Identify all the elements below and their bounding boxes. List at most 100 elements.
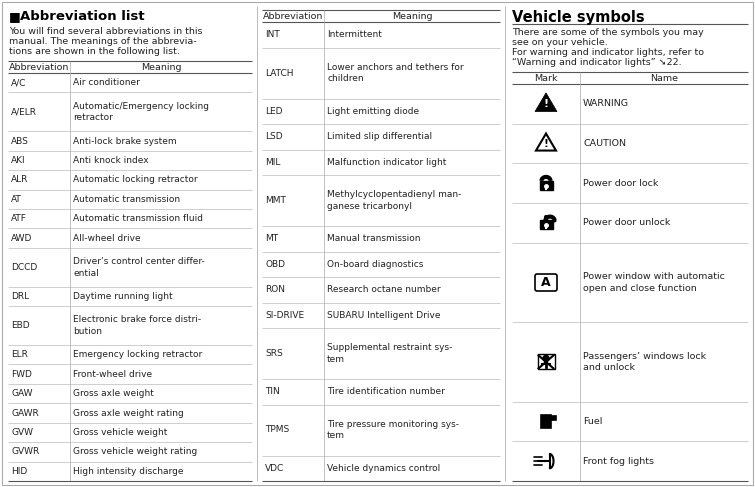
Text: Gross axle weight rating: Gross axle weight rating xyxy=(73,409,183,417)
Text: Automatic transmission: Automatic transmission xyxy=(73,195,180,204)
Text: GVWR: GVWR xyxy=(11,448,39,456)
Text: Mark: Mark xyxy=(535,74,558,83)
Text: AT: AT xyxy=(11,195,22,204)
Text: LATCH: LATCH xyxy=(265,69,294,77)
Text: Power door lock: Power door lock xyxy=(583,179,658,188)
Text: Meaning: Meaning xyxy=(140,63,181,72)
Text: Abbreviation: Abbreviation xyxy=(263,12,323,21)
Text: A/ELR: A/ELR xyxy=(11,107,37,116)
Text: High intensity discharge: High intensity discharge xyxy=(73,467,183,476)
Text: LSD: LSD xyxy=(265,132,282,141)
FancyBboxPatch shape xyxy=(540,221,553,229)
Text: SI-DRIVE: SI-DRIVE xyxy=(265,311,304,320)
Text: A: A xyxy=(541,276,551,289)
Text: DCCD: DCCD xyxy=(11,263,37,272)
Text: Automatic locking retractor: Automatic locking retractor xyxy=(73,175,198,185)
Text: For warning and indicator lights, refer to: For warning and indicator lights, refer … xyxy=(512,48,704,57)
Text: SRS: SRS xyxy=(265,349,283,358)
Text: GAW: GAW xyxy=(11,389,32,398)
Text: Electronic brake force distri-
bution: Electronic brake force distri- bution xyxy=(73,316,201,336)
Text: LED: LED xyxy=(265,107,282,116)
Text: WARNING: WARNING xyxy=(583,99,629,108)
Text: Tire pressure monitoring sys-
tem: Tire pressure monitoring sys- tem xyxy=(327,420,459,440)
Text: You will find several abbreviations in this: You will find several abbreviations in t… xyxy=(9,27,202,36)
Circle shape xyxy=(543,356,549,361)
Text: On-board diagnostics: On-board diagnostics xyxy=(327,260,424,269)
Text: Emergency locking retractor: Emergency locking retractor xyxy=(73,350,202,359)
Text: Methylcyclopentadienyl man-
ganese tricarbonyl: Methylcyclopentadienyl man- ganese trica… xyxy=(327,190,461,211)
Text: Name: Name xyxy=(650,74,678,83)
FancyBboxPatch shape xyxy=(551,416,556,420)
Text: Supplemental restraint sys-
tem: Supplemental restraint sys- tem xyxy=(327,343,452,364)
Text: Power door unlock: Power door unlock xyxy=(583,219,670,227)
Text: A/C: A/C xyxy=(11,78,26,87)
Text: GAWR: GAWR xyxy=(11,409,39,417)
Text: Front fog lights: Front fog lights xyxy=(583,457,654,466)
Text: Gross axle weight: Gross axle weight xyxy=(73,389,154,398)
Text: Front-wheel drive: Front-wheel drive xyxy=(73,370,152,379)
Text: DRL: DRL xyxy=(11,292,29,301)
Text: see on your vehicle.: see on your vehicle. xyxy=(512,38,608,47)
FancyBboxPatch shape xyxy=(535,274,557,291)
Text: tions are shown in the following list.: tions are shown in the following list. xyxy=(9,47,180,56)
Text: MIL: MIL xyxy=(265,158,280,167)
Text: Passengers’ windows lock
and unlock: Passengers’ windows lock and unlock xyxy=(583,352,706,372)
Text: !: ! xyxy=(544,139,548,149)
Text: AWD: AWD xyxy=(11,234,32,243)
Text: Fuel: Fuel xyxy=(583,417,602,426)
Text: Abbreviation list: Abbreviation list xyxy=(20,10,145,23)
Text: Power window with automatic
open and close function: Power window with automatic open and clo… xyxy=(583,272,725,293)
Text: GVW: GVW xyxy=(11,428,33,437)
Text: AKI: AKI xyxy=(11,156,26,165)
Text: Intermittent: Intermittent xyxy=(327,30,382,39)
Text: Automatic/Emergency locking
retractor: Automatic/Emergency locking retractor xyxy=(73,102,209,122)
Text: INT: INT xyxy=(265,30,280,39)
Text: Malfunction indicator light: Malfunction indicator light xyxy=(327,158,446,167)
Text: All-wheel drive: All-wheel drive xyxy=(73,234,140,243)
Text: There are some of the symbols you may: There are some of the symbols you may xyxy=(512,28,704,37)
Text: CAUTION: CAUTION xyxy=(583,139,626,148)
Text: SUBARU Intelligent Drive: SUBARU Intelligent Drive xyxy=(327,311,440,320)
Text: Vehicle dynamics control: Vehicle dynamics control xyxy=(327,464,440,473)
Text: Tire identification number: Tire identification number xyxy=(327,387,445,396)
FancyBboxPatch shape xyxy=(538,355,554,370)
Text: Anti-lock brake system: Anti-lock brake system xyxy=(73,136,177,146)
Text: !: ! xyxy=(544,99,549,110)
Text: Gross vehicle weight: Gross vehicle weight xyxy=(73,428,168,437)
Polygon shape xyxy=(536,133,556,150)
Text: Automatic transmission fluid: Automatic transmission fluid xyxy=(73,214,203,223)
Text: Manual transmission: Manual transmission xyxy=(327,234,421,243)
Text: Limited slip differential: Limited slip differential xyxy=(327,132,432,141)
Polygon shape xyxy=(535,93,557,112)
Text: ALR: ALR xyxy=(11,175,29,185)
Text: Anti knock index: Anti knock index xyxy=(73,156,149,165)
Text: Driver’s control center differ-
ential: Driver’s control center differ- ential xyxy=(73,257,205,278)
Text: Light emitting diode: Light emitting diode xyxy=(327,107,419,116)
FancyBboxPatch shape xyxy=(541,415,551,428)
Text: ABS: ABS xyxy=(11,136,29,146)
Text: Abbreviation: Abbreviation xyxy=(9,63,69,72)
Text: TIN: TIN xyxy=(265,387,280,396)
Text: “Warning and indicator lights” ➘22.: “Warning and indicator lights” ➘22. xyxy=(512,58,682,67)
Text: Vehicle symbols: Vehicle symbols xyxy=(512,10,645,25)
Text: Meaning: Meaning xyxy=(392,12,433,21)
Text: TPMS: TPMS xyxy=(265,426,289,434)
Text: HID: HID xyxy=(11,467,27,476)
Text: Gross vehicle weight rating: Gross vehicle weight rating xyxy=(73,448,197,456)
Text: ELR: ELR xyxy=(11,350,28,359)
Text: FWD: FWD xyxy=(11,370,32,379)
Text: manual. The meanings of the abbrevia-: manual. The meanings of the abbrevia- xyxy=(9,37,196,46)
Text: EBD: EBD xyxy=(11,321,29,330)
FancyBboxPatch shape xyxy=(540,181,553,190)
Text: MT: MT xyxy=(265,234,278,243)
Text: VDC: VDC xyxy=(265,464,284,473)
Text: ■: ■ xyxy=(9,10,20,23)
Text: RON: RON xyxy=(265,285,285,294)
Text: Lower anchors and tethers for
children: Lower anchors and tethers for children xyxy=(327,63,464,83)
Text: Research octane number: Research octane number xyxy=(327,285,441,294)
Text: ATF: ATF xyxy=(11,214,27,223)
Text: Air conditioner: Air conditioner xyxy=(73,78,140,87)
Text: OBD: OBD xyxy=(265,260,285,269)
Text: Daytime running light: Daytime running light xyxy=(73,292,173,301)
Text: MMT: MMT xyxy=(265,196,286,205)
